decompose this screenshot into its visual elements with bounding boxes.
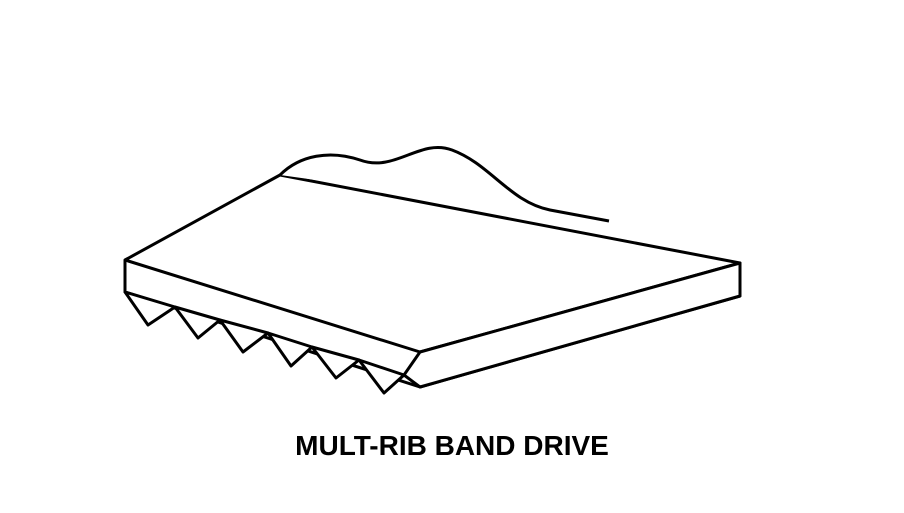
caption: MULT-RIB BAND DRIVE (0, 430, 904, 462)
rib (312, 347, 359, 378)
rib (359, 360, 404, 393)
rib (268, 333, 312, 366)
diagram-canvas: MULT-RIB BAND DRIVE (0, 0, 904, 513)
belt-top-surface (125, 175, 740, 352)
rib (125, 292, 175, 325)
rib (220, 320, 268, 352)
rib (175, 307, 220, 338)
